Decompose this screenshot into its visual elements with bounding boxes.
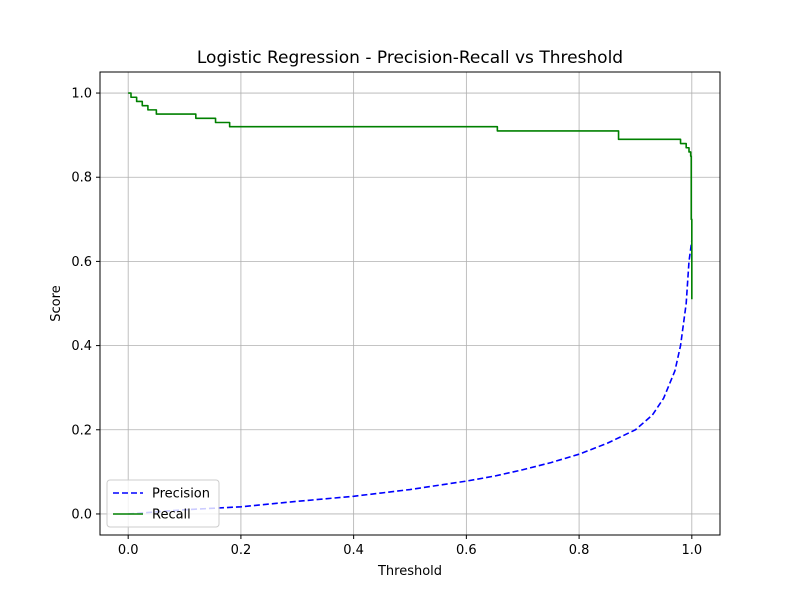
- grid: [100, 72, 720, 535]
- x-tick-label: 0.2: [231, 543, 252, 558]
- recall-line: [128, 92, 693, 300]
- y-tick-label: 1.0: [71, 87, 92, 102]
- y-tick-label: 0.6: [71, 255, 92, 270]
- axis-ticks: 0.0 0.2 0.4 0.6 0.8 1.0 0.0 0.2 0.4 0.6 0.8 1.0: [71, 87, 702, 558]
- legend-label: Precision: [152, 487, 210, 502]
- legend: Precision Recall: [106, 479, 220, 528]
- x-tick-label: 1.0: [681, 543, 702, 558]
- x-tick-label: 0.8: [569, 543, 590, 558]
- y-tick-label: 0.0: [71, 507, 92, 522]
- axes-frame: [99, 71, 721, 536]
- legend-box: [106, 479, 220, 528]
- y-axis-label: Score: [49, 285, 64, 321]
- precision-line: [128, 240, 693, 515]
- chart-title: Logistic Regression - Precision-Recall v…: [197, 48, 623, 68]
- legend-label: Recall: [152, 508, 191, 523]
- x-axis-label: Threshold: [377, 564, 442, 579]
- y-tick-label: 0.4: [71, 339, 92, 354]
- x-tick-label: 0.0: [118, 543, 139, 558]
- plot-lines: [128, 92, 693, 515]
- x-tick-label: 0.6: [456, 543, 477, 558]
- x-tick-label: 0.4: [343, 543, 364, 558]
- y-tick-label: 0.8: [71, 171, 92, 186]
- y-tick-label: 0.2: [71, 423, 92, 438]
